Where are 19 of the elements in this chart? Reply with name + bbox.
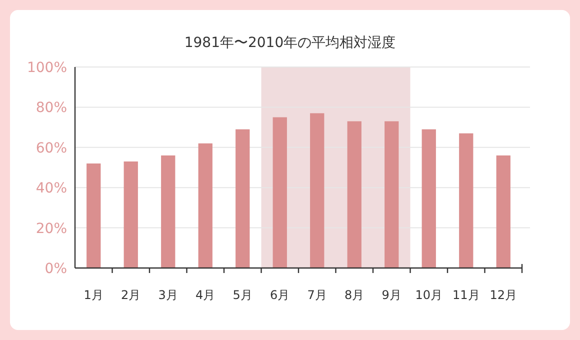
xtick: 11月: [452, 288, 480, 302]
title: 1981年〜2010年の平均相対湿度: [184, 35, 396, 51]
xtick: 9月: [382, 288, 402, 302]
ytick: 80%: [36, 100, 67, 116]
xtick: 7月: [307, 288, 327, 302]
ytick: 100%: [26, 60, 67, 76]
ytick: 20%: [36, 220, 67, 237]
ytick: 60%: [36, 140, 67, 156]
xtick: 5月: [232, 288, 252, 302]
xtick: 10月: [415, 288, 443, 302]
xtick: 4月: [196, 288, 216, 302]
xtick: 3月: [158, 288, 178, 302]
ytick: 40%: [36, 180, 67, 197]
ytick: 0%: [44, 261, 67, 277]
xtick: 6月: [270, 288, 290, 302]
xtick: 8月: [344, 288, 364, 302]
xtick: 12月: [490, 288, 518, 302]
xtick: 1月: [84, 288, 104, 302]
xtick: 2月: [121, 288, 141, 302]
